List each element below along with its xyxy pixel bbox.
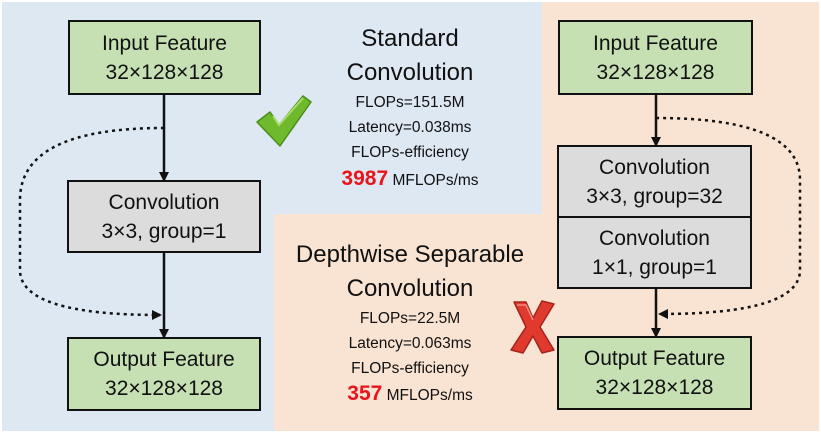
standard-conv-params: 3×3, group=1 — [101, 219, 227, 243]
depthwise-title-line2: Convolution — [346, 275, 474, 302]
standard-efficiency: 3987 MFLOPs/ms — [300, 166, 520, 194]
standard-output-dims: 32×128×128 — [105, 377, 223, 400]
depthwise-output-label: Output Feature — [583, 347, 726, 370]
standard-stats: FLOPs=151.5M Latency=0.038ms FLOPs-effic… — [320, 90, 500, 165]
standard-eff-unit: MFLOPs/ms — [388, 172, 479, 189]
skip-connection-right — [655, 116, 802, 319]
depthwise-efficiency: 357 MFLOPs/ms — [300, 381, 520, 409]
standard-output-label: Output Feature — [93, 348, 235, 371]
depthwise-flops: FLOPs=22.5M — [359, 310, 461, 327]
depthwise-input-dims: 32×128×128 — [596, 60, 715, 84]
depthwise-eff-label: FLOPs-efficiency — [351, 360, 469, 377]
depthwise-input-label: Input Feature — [593, 31, 718, 55]
depthwise-stats: FLOPs=22.5M Latency=0.063ms FLOPs-effici… — [320, 306, 500, 381]
standard-eff-label: FLOPs-efficiency — [351, 144, 469, 161]
depthwise-output-feature-box: Output Feature 32×128×128 — [557, 336, 752, 410]
depthwise-output-dims: 32×128×128 — [595, 376, 714, 399]
standard-output-feature-box: Output Feature 32×128×128 — [67, 337, 261, 411]
depthwise-title: Depthwise Separable Convolution — [280, 238, 540, 306]
depthwise-conv2-box: Convolution 1×1, group=1 — [557, 216, 752, 289]
standard-conv-box: Convolution 3×3, group=1 — [67, 180, 261, 253]
standard-input-label: Input Feature — [102, 31, 227, 55]
standard-title-line2: Convolution — [346, 59, 474, 86]
depthwise-eff-unit: MFLOPs/ms — [382, 387, 473, 404]
depthwise-latency: Latency=0.063ms — [348, 335, 472, 352]
depthwise-eff-value: 357 — [347, 382, 383, 405]
depthwise-conv1-label: Convolution — [599, 155, 710, 179]
standard-latency: Latency=0.038ms — [348, 119, 472, 136]
standard-flops: FLOPs=151.5M — [355, 94, 465, 111]
depthwise-conv2-params: 1×1, group=1 — [592, 255, 717, 279]
standard-eff-value: 3987 — [341, 167, 389, 190]
depthwise-conv1-params: 3×3, group=32 — [586, 184, 723, 208]
depthwise-conv2-label: Convolution — [599, 226, 710, 250]
standard-input-dims: 32×128×128 — [105, 60, 224, 84]
check-mark-icon — [256, 95, 312, 147]
depthwise-input-feature-box: Input Feature 32×128×128 — [558, 20, 753, 95]
depthwise-conv1-box: Convolution 3×3, group=32 — [557, 145, 752, 218]
cross-mark-icon — [510, 300, 555, 354]
skip-connection-left — [18, 126, 165, 320]
standard-input-feature-box: Input Feature 32×128×128 — [68, 20, 261, 95]
standard-conv-label: Convolution — [108, 190, 220, 214]
standard-title: Standard Convolution — [320, 22, 500, 90]
standard-title-line1: Standard — [361, 25, 459, 52]
depthwise-title-line1: Depthwise Separable — [295, 241, 525, 268]
